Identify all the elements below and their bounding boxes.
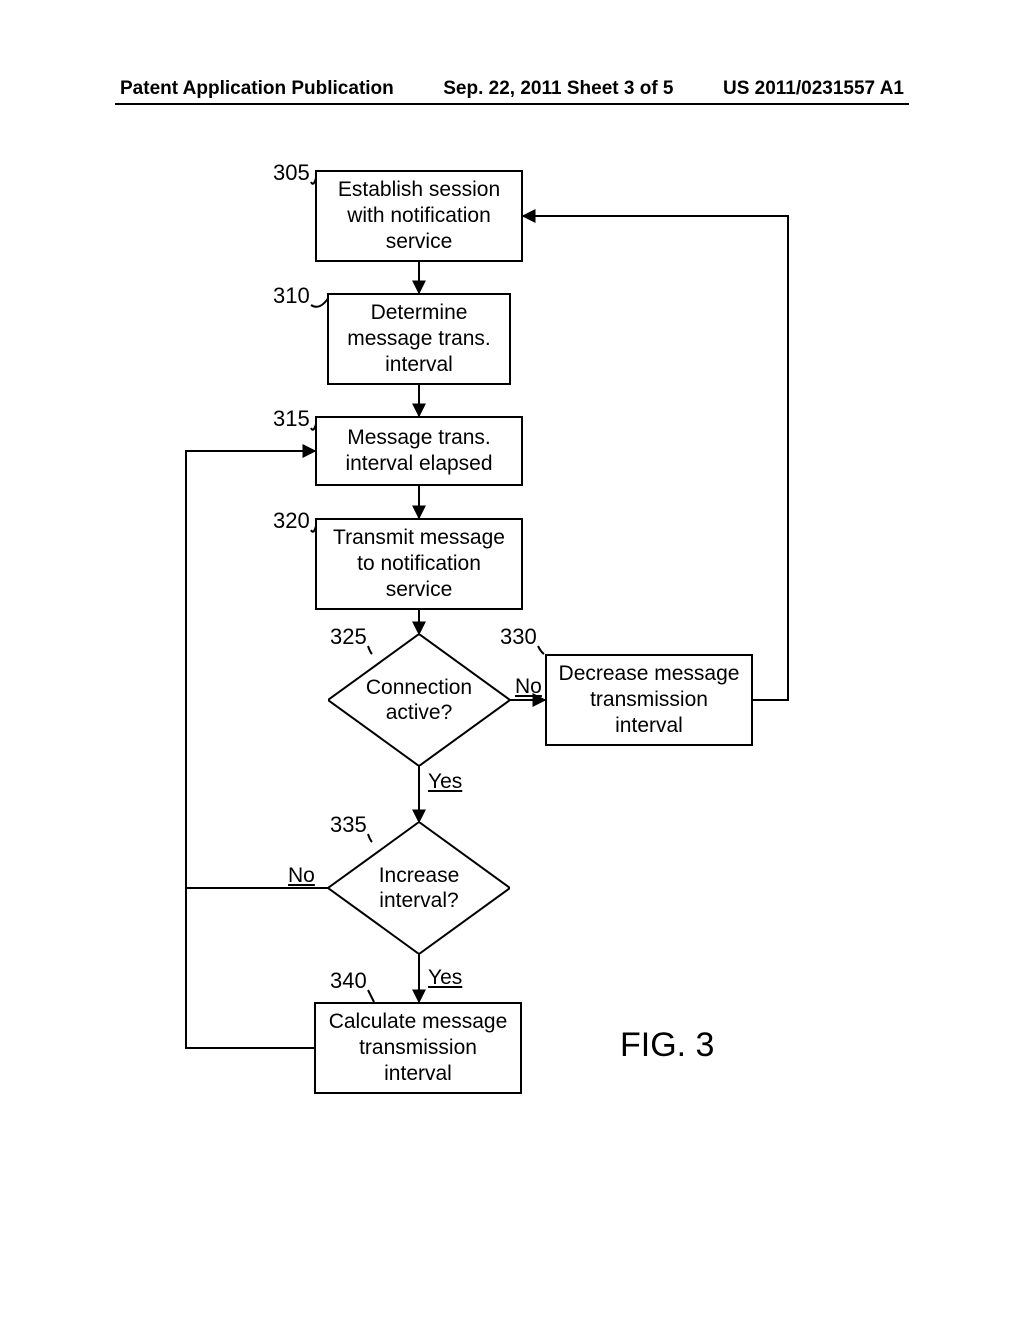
flowchart-box-305: Establish session with notification serv…	[315, 170, 523, 262]
page: Patent Application Publication Sep. 22, …	[0, 0, 1024, 1320]
flowchart-box-320: Transmit message to notification service	[315, 518, 523, 610]
edge-label-yes335: Yes	[428, 966, 462, 990]
edge-label-yes325: Yes	[428, 770, 462, 794]
header-right: US 2011/0231557 A1	[723, 78, 904, 100]
flowchart-box-340: Calculate message transmission interval	[314, 1002, 522, 1094]
ref-label-320: 320	[273, 508, 310, 534]
header-rule	[115, 103, 909, 105]
edge-label-no325: No	[515, 675, 542, 699]
ref-label-340: 340	[330, 968, 367, 994]
flowchart-box-315: Message trans. interval elapsed	[315, 416, 523, 486]
flowchart-canvas: FIG. 3 Establish session with notificati…	[0, 130, 1024, 1320]
ref-label-310: 310	[273, 283, 310, 309]
edge-label-no335: No	[288, 864, 315, 888]
ref-label-335: 335	[330, 812, 367, 838]
header-center: Sep. 22, 2011 Sheet 3 of 5	[443, 78, 673, 100]
flowchart-box-330: Decrease message transmission interval	[545, 654, 753, 746]
decision-text-325: Connectionactive?	[328, 634, 510, 766]
ref-label-315: 315	[273, 406, 310, 432]
flowchart-decision-335: Increaseinterval?	[328, 822, 510, 954]
ref-label-325: 325	[330, 624, 367, 650]
flowchart-decision-325: Connectionactive?	[328, 634, 510, 766]
figure-label: FIG. 3	[620, 1026, 714, 1065]
flowchart-edges	[0, 130, 1024, 1320]
page-header: Patent Application Publication Sep. 22, …	[0, 78, 1024, 100]
decision-text-335: Increaseinterval?	[328, 822, 510, 954]
ref-label-305: 305	[273, 160, 310, 186]
ref-label-330: 330	[500, 624, 537, 650]
header-left: Patent Application Publication	[120, 78, 394, 100]
flowchart-box-310: Determine message trans. interval	[327, 293, 511, 385]
